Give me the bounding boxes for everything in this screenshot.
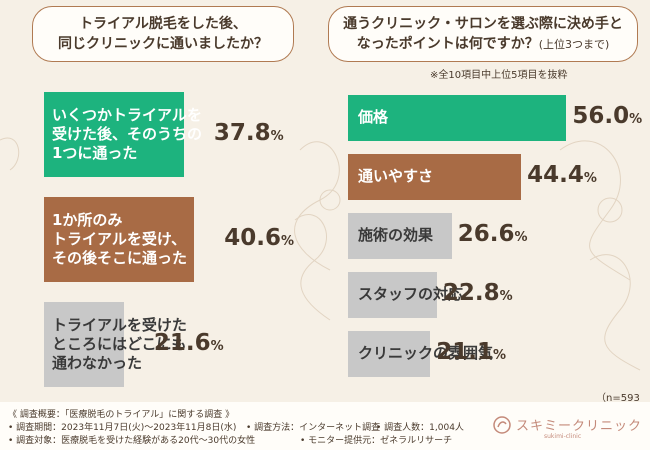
left-bar-2-value-unit: % xyxy=(280,233,294,249)
left-bar-3 xyxy=(44,302,124,387)
right-question-line2-wrap: なったポイントは何ですか？(上位3つまで) xyxy=(329,34,637,55)
right-bar-1-label: 価格 xyxy=(358,108,389,126)
left-bar-1-label-line-3: 1つに通った xyxy=(52,144,138,162)
left-bar-1-value: 37.8% xyxy=(214,120,284,146)
left-bar-1-label-line-2: 受けた後、そのうちの xyxy=(52,125,203,143)
left-bar-3-value: 21.6% xyxy=(154,330,224,356)
right-bar-5-value-unit: % xyxy=(493,348,507,363)
right-bar-3-value: 26.6% xyxy=(458,221,528,247)
logo-name: スキミークリニック xyxy=(516,419,643,434)
left-bar-3-label-line-1: トライアルを受けた xyxy=(52,316,187,334)
left-bar-2-value-number: 40.6 xyxy=(224,224,281,251)
right-bar-3 xyxy=(348,213,452,259)
left-question-line2: 同じクリニックに通いましたか？ xyxy=(58,36,268,52)
left-bar-3-label-line-2: ところにはどこにも xyxy=(52,335,187,353)
right-bar-2-label: 通いやすさ xyxy=(358,167,434,185)
right-bar-2-value-number: 44.4 xyxy=(527,162,584,188)
left-bar-3-label-line-3: 通わなかった xyxy=(52,354,143,372)
right-bar-2-value-unit: % xyxy=(583,171,597,186)
right-bar-1-value-number: 56.0 xyxy=(572,103,630,129)
right-question-line1: 通うクリニック・サロンを選ぶ際に決め手と xyxy=(343,16,623,32)
left-bar-1-label: いくつかトライアルを 受けた後、そのうちの 1つに通った xyxy=(52,106,202,163)
left-bar-3-value-unit: % xyxy=(210,338,224,354)
right-bar-2 xyxy=(348,154,522,200)
right-bar-5-value-number: 21.1 xyxy=(436,339,494,365)
left-bar-2-label: 1か所のみ トライアルを受け、 その後そこに通った xyxy=(52,211,187,268)
survey-title: 《 調査概要：「医療脱毛のトライアル」に関する調査 》 xyxy=(8,410,235,420)
right-question-box: 通うクリニック・サロンを選ぶ際に決め手と なったポイントは何ですか？(上位3つま… xyxy=(328,6,638,62)
left-bar-1 xyxy=(44,92,184,177)
right-bar-3-value-number: 26.6 xyxy=(457,221,515,247)
left-bar-2-label-line-1: 1か所のみ xyxy=(52,211,123,229)
right-bar-5-value: 21.1% xyxy=(436,339,506,365)
right-bar-5-label: クリニックの雰囲気 xyxy=(358,344,494,362)
right-bar-1-value: 56.0% xyxy=(572,103,642,129)
left-bar-2-value: 40.6% xyxy=(224,225,294,251)
survey-count: • 調査人数：1,004人 xyxy=(376,423,464,433)
left-bar-2-label-line-2: トライアルを受け、 xyxy=(52,230,187,248)
survey-period: • 調査期間：2023年11月7日(火)〜2023年11月8日(水) xyxy=(8,423,237,433)
left-bar-3-value-number: 21.6 xyxy=(153,329,211,356)
logo-subtext: sukimi-clinic xyxy=(544,433,582,440)
right-bar-1-value-unit: % xyxy=(629,112,643,127)
logo-mark-icon xyxy=(493,416,511,434)
left-bar-3-label: トライアルを受けた ところにはどこにも 通わなかった xyxy=(52,316,187,373)
right-bar-3-label: 施術の効果 xyxy=(358,226,434,244)
left-bar-2 xyxy=(44,197,195,282)
survey-target: • 調査対象：医療脱毛を受けた経験がある20代〜30代の女性 xyxy=(8,436,256,446)
right-bar-4-value-unit: % xyxy=(499,289,513,304)
right-bar-2-value: 44.4% xyxy=(527,162,597,188)
left-bar-1-value-number: 37.8 xyxy=(213,119,271,146)
top5-note: ※全10項目中上位5項目を抜粋 xyxy=(430,70,568,81)
right-bar-1 xyxy=(348,95,567,141)
survey-footer: 《 調査概要：「医療脱毛のトライアル」に関する調査 》 • 調査期間：2023年… xyxy=(0,402,650,450)
right-bar-3-value-unit: % xyxy=(514,230,528,245)
left-bar-1-value-unit: % xyxy=(270,128,284,144)
left-question-line1: トライアル脱毛をした後、 xyxy=(79,16,247,32)
right-bar-4-value: 22.8% xyxy=(443,280,513,306)
left-bar-2-label-line-3: その後そこに通った xyxy=(52,249,188,267)
right-bar-4-label: スタッフの対応 xyxy=(358,285,464,303)
left-bar-1-label-line-1: いくつかトライアルを xyxy=(52,106,202,124)
survey-provider: • モニター提供元：ゼネラルリサーチ xyxy=(300,436,453,446)
right-question-limit: (上位3つまで) xyxy=(538,38,610,51)
right-question-line2: なったポイントは何ですか？ xyxy=(356,36,539,52)
survey-method: • 調査方法：インターネット調査 xyxy=(246,423,381,433)
right-bar-4-value-number: 22.8 xyxy=(442,280,500,306)
left-question-box: トライアル脱毛をした後、 同じクリニックに通いましたか？ xyxy=(32,6,294,62)
right-bar-5 xyxy=(348,331,431,377)
right-bar-4 xyxy=(348,272,437,318)
